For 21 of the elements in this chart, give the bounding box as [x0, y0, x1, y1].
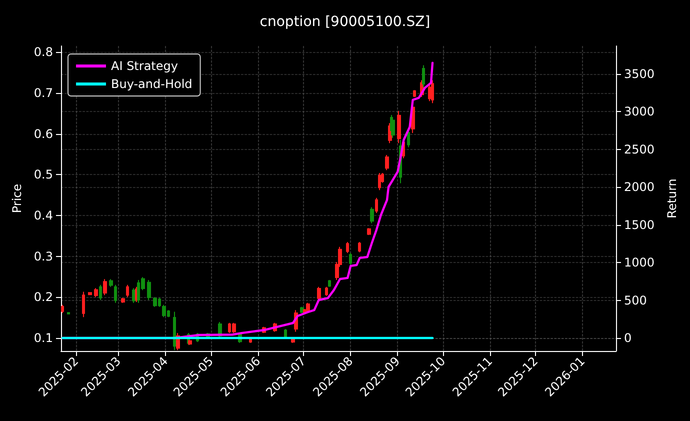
y-tick-label: 0.5	[34, 168, 53, 182]
y-tick-label: 0.7	[34, 86, 53, 100]
y-tick-label: 0.3	[34, 249, 53, 264]
y2-axis-title: Return	[665, 178, 679, 218]
y2-tick-label: 0	[624, 331, 632, 346]
y-tick-label: 0.1	[34, 330, 53, 345]
chart-title: cnoption [90005100.SZ]	[260, 14, 430, 30]
y-tick-label: 0.2	[34, 290, 53, 304]
y-tick-label: 0.4	[34, 208, 53, 222]
y2-tick-label: 3000	[624, 104, 655, 119]
y2-tick-label: 1500	[624, 218, 655, 232]
legend-label: Buy-and-Hold	[111, 77, 192, 91]
y2-tick-label: 500	[624, 293, 647, 308]
y2-tick-label: 1000	[624, 256, 655, 270]
y-axis-title: Price	[10, 184, 24, 214]
y2-tick-label: 3500	[624, 66, 655, 81]
y2-tick-label: 2000	[624, 180, 655, 194]
y2-tick-label: 2500	[624, 142, 655, 156]
legend-label: AI Strategy	[111, 59, 178, 73]
y-tick-label: 0.8	[34, 45, 53, 60]
y-tick-label: 0.6	[34, 126, 53, 141]
